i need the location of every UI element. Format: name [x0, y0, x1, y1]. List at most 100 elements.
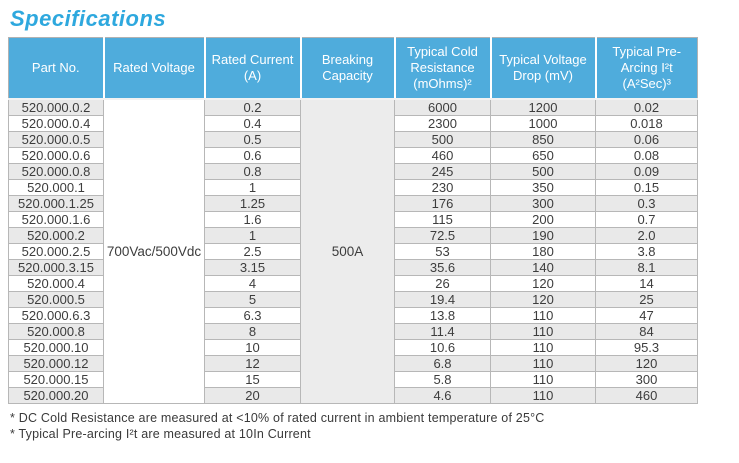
voltage-drop-cell: 110	[490, 387, 596, 404]
part-no-cell: 520.000.1	[8, 179, 104, 196]
table-row: 520.000.8 8 11.4 110 84	[8, 323, 698, 340]
voltage-drop-cell: 140	[490, 259, 596, 276]
pre-arcing-cell: 0.06	[595, 131, 698, 148]
cold-resistance-cell: 10.6	[394, 339, 491, 356]
rated-current-cell: 1.25	[204, 195, 301, 212]
pre-arcing-cell: 95.3	[595, 339, 698, 356]
pre-arcing-cell: 84	[595, 323, 698, 340]
column-header-cold-resistance: Typical Cold Resistance (mOhms)²	[394, 37, 492, 100]
voltage-drop-cell: 300	[490, 195, 596, 212]
table-row: 520.000.4 4 26 120 14	[8, 275, 698, 292]
table-row: 520.000.15 15 5.8 110 300	[8, 371, 698, 388]
rated-current-cell: 1	[204, 179, 301, 196]
part-no-cell: 520.000.3.15	[8, 259, 104, 276]
part-no-cell: 520.000.0.4	[8, 115, 104, 132]
cold-resistance-cell: 19.4	[394, 291, 491, 308]
rated-current-cell: 0.4	[204, 115, 301, 132]
breaking-capacity-merged-cell: 500A	[300, 98, 395, 404]
cold-resistance-cell: 11.4	[394, 323, 491, 340]
rated-current-cell: 20	[204, 387, 301, 404]
cold-resistance-cell: 230	[394, 179, 491, 196]
part-no-cell: 520.000.0.6	[8, 147, 104, 164]
rated-current-cell: 0.5	[204, 131, 301, 148]
cold-resistance-cell: 245	[394, 163, 491, 180]
rated-current-cell: 0.8	[204, 163, 301, 180]
part-no-cell: 520.000.15	[8, 371, 104, 388]
spec-table-body: 520.000.0.2 700Vac/500Vdc 0.2 500A 6000 1200 0…	[8, 98, 698, 404]
rated-current-cell: 5	[204, 291, 301, 308]
pre-arcing-cell: 2.0	[595, 227, 698, 244]
pre-arcing-cell: 0.02	[595, 98, 698, 116]
table-row: 520.000.20 20 4.6 110 460	[8, 387, 698, 404]
pre-arcing-cell: 8.1	[595, 259, 698, 276]
cold-resistance-cell: 6.8	[394, 355, 491, 372]
column-header-voltage-drop: Typical Voltage Drop (mV)	[490, 37, 597, 100]
voltage-drop-cell: 1200	[490, 98, 596, 116]
rated-current-cell: 3.15	[204, 259, 301, 276]
pre-arcing-cell: 0.15	[595, 179, 698, 196]
voltage-drop-cell: 110	[490, 371, 596, 388]
pre-arcing-cell: 14	[595, 275, 698, 292]
column-header-part-no: Part No.	[8, 37, 105, 100]
voltage-drop-cell: 350	[490, 179, 596, 196]
rated-current-cell: 6.3	[204, 307, 301, 324]
table-row: 520.000.1 1 230 350 0.15	[8, 179, 698, 196]
cold-resistance-cell: 6000	[394, 98, 491, 116]
rated-current-cell: 0.2	[204, 98, 301, 116]
table-header: Part No. Rated Voltage Rated Current (A)…	[8, 37, 698, 100]
pre-arcing-cell: 300	[595, 371, 698, 388]
table-row: 520.000.0.6 0.6 460 650 0.08	[8, 147, 698, 164]
rated-current-cell: 4	[204, 275, 301, 292]
rated-current-cell: 1	[204, 227, 301, 244]
footnotes: * DC Cold Resistance are measured at <10…	[10, 410, 739, 442]
voltage-drop-cell: 1000	[490, 115, 596, 132]
pre-arcing-cell: 47	[595, 307, 698, 324]
rated-current-cell: 8	[204, 323, 301, 340]
pre-arcing-cell: 25	[595, 291, 698, 308]
footnote-cold-resistance: * DC Cold Resistance are measured at <10…	[10, 411, 545, 425]
rated-voltage-merged-cell: 700Vac/500Vdc	[103, 98, 205, 404]
specifications-page: Specifications Part No. Rated Voltage Ra…	[0, 6, 739, 463]
table-row: 520.000.12 12 6.8 110 120	[8, 355, 698, 372]
voltage-drop-cell: 110	[490, 323, 596, 340]
pre-arcing-cell: 0.08	[595, 147, 698, 164]
pre-arcing-cell: 0.09	[595, 163, 698, 180]
cold-resistance-cell: 115	[394, 211, 491, 228]
cold-resistance-cell: 26	[394, 275, 491, 292]
rated-current-cell: 12	[204, 355, 301, 372]
column-header-breaking-capacity: Breaking Capacity	[300, 37, 396, 100]
voltage-drop-cell: 110	[490, 307, 596, 324]
column-header-rated-voltage: Rated Voltage	[103, 37, 206, 100]
pre-arcing-cell: 120	[595, 355, 698, 372]
table-row: 520.000.1.25 1.25 176 300 0.3	[8, 195, 698, 212]
pre-arcing-cell: 0.018	[595, 115, 698, 132]
rated-current-cell: 0.6	[204, 147, 301, 164]
specifications-table: Part No. Rated Voltage Rated Current (A)…	[8, 37, 698, 404]
footnote-pre-arcing: * Typical Pre-arcing I²t are measured at…	[10, 427, 311, 441]
part-no-cell: 520.000.1.25	[8, 195, 104, 212]
pre-arcing-cell: 0.7	[595, 211, 698, 228]
part-no-cell: 520.000.0.2	[8, 98, 104, 116]
page-title: Specifications	[10, 6, 167, 31]
table-row: 520.000.5 5 19.4 120 25	[8, 291, 698, 308]
cold-resistance-cell: 500	[394, 131, 491, 148]
part-no-cell: 520.000.6.3	[8, 307, 104, 324]
part-no-cell: 520.000.4	[8, 275, 104, 292]
voltage-drop-cell: 110	[490, 339, 596, 356]
table-row: 520.000.0.4 0.4 2300 1000 0.018	[8, 115, 698, 132]
rated-current-cell: 10	[204, 339, 301, 356]
cold-resistance-cell: 13.8	[394, 307, 491, 324]
table-row: 520.000.3.15 3.15 35.6 140 8.1	[8, 259, 698, 276]
part-no-cell: 520.000.20	[8, 387, 104, 404]
voltage-drop-cell: 500	[490, 163, 596, 180]
part-no-cell: 520.000.5	[8, 291, 104, 308]
column-header-rated-current: Rated Current (A)	[204, 37, 302, 100]
cold-resistance-cell: 2300	[394, 115, 491, 132]
cold-resistance-cell: 176	[394, 195, 491, 212]
voltage-drop-cell: 190	[490, 227, 596, 244]
column-header-pre-arcing: Typical Pre-Arcing I²t (A²Sec)³	[595, 37, 698, 100]
cold-resistance-cell: 460	[394, 147, 491, 164]
table-row: 520.000.2 1 72.5 190 2.0	[8, 227, 698, 244]
table-row: 520.000.0.2 700Vac/500Vdc 0.2 500A 6000 1200 0…	[8, 98, 698, 404]
header-row: Part No. Rated Voltage Rated Current (A)…	[8, 37, 698, 100]
